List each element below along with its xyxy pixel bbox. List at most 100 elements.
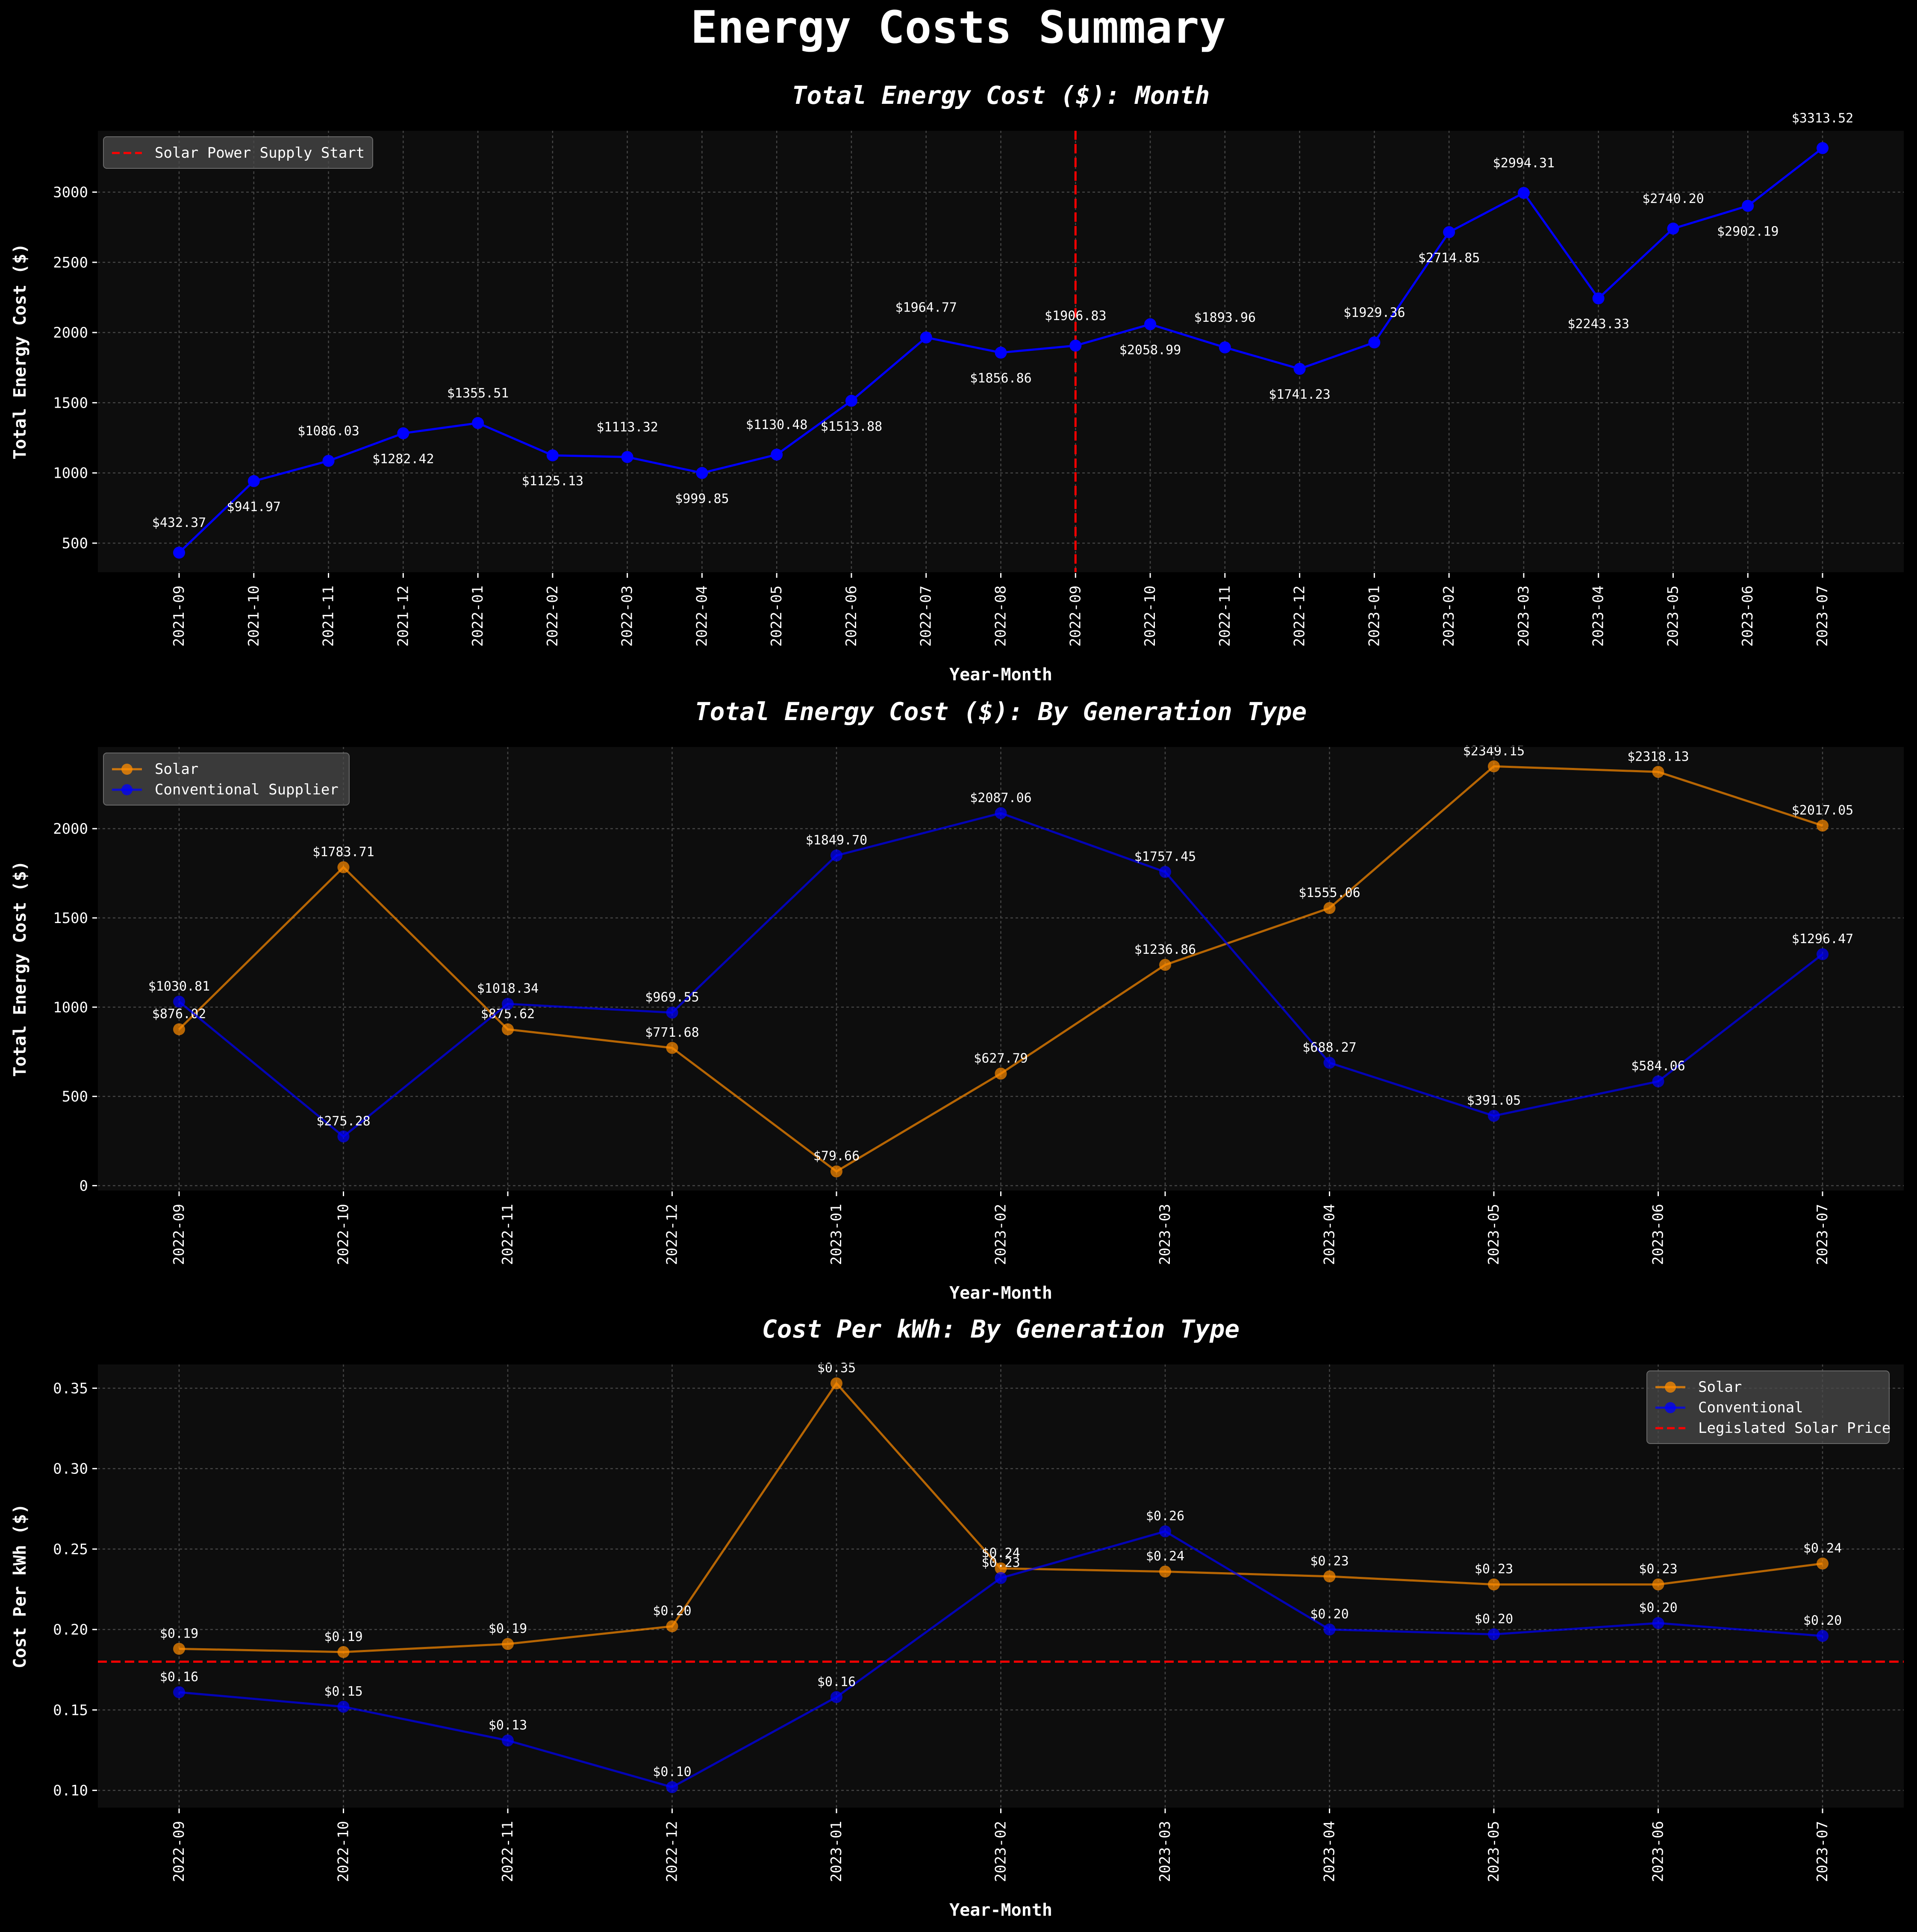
data-point xyxy=(830,1377,842,1390)
data-label: $1125.13 xyxy=(522,474,584,489)
legend-marker xyxy=(121,764,133,775)
legend-entry: Solar xyxy=(1655,1379,1742,1396)
data-label: $0.15 xyxy=(324,1684,362,1699)
data-label: $432.37 xyxy=(152,515,206,530)
plot-border xyxy=(97,130,1905,573)
data-point xyxy=(666,1620,678,1632)
x-tick-label: 2023-01 xyxy=(1366,585,1383,647)
x-tick-label: 2023-02 xyxy=(1440,585,1458,647)
y-tick-label: 0.25 xyxy=(53,1541,88,1558)
y-tick-label: 1000 xyxy=(53,465,88,482)
data-label: $627.79 xyxy=(974,1051,1028,1066)
x-tick-label: 2022-07 xyxy=(918,585,935,647)
data-label: $2740.20 xyxy=(1642,191,1704,206)
legend-marker xyxy=(1665,1402,1676,1413)
data-label: $771.68 xyxy=(645,1025,699,1040)
x-tick-label: 2022-10 xyxy=(1142,585,1159,647)
y-tick-label: 0 xyxy=(80,1177,88,1194)
data-point xyxy=(546,449,559,462)
data-point xyxy=(995,1562,1007,1575)
x-axis-label: Year-Month xyxy=(949,1900,1052,1920)
data-point xyxy=(173,1686,185,1698)
data-point xyxy=(1817,142,1829,154)
data-point xyxy=(1667,222,1679,235)
data-point xyxy=(173,1023,185,1035)
x-tick-label: 2022-02 xyxy=(544,585,561,647)
data-point xyxy=(1293,363,1306,375)
figure-title: Energy Costs Summary xyxy=(691,1,1226,53)
data-label: $1018.34 xyxy=(477,981,539,996)
data-point xyxy=(1219,341,1231,353)
data-label: $0.20 xyxy=(1475,1611,1513,1626)
data-label: $1030.81 xyxy=(148,979,210,994)
x-tick-label: 2022-09 xyxy=(1067,585,1084,647)
data-label: $1906.83 xyxy=(1045,309,1107,323)
x-tick-label: 2022-12 xyxy=(664,1821,681,1882)
data-label: $688.27 xyxy=(1302,1040,1356,1055)
data-label: $2058.99 xyxy=(1119,343,1181,358)
data-label: $0.20 xyxy=(653,1604,691,1619)
x-tick-label: 2022-11 xyxy=(1216,585,1234,647)
y-tick-label: 0.15 xyxy=(53,1702,88,1719)
data-label: $0.24 xyxy=(981,1546,1020,1561)
data-point xyxy=(1159,1565,1171,1578)
x-tick-label: 2023-03 xyxy=(1157,1204,1174,1265)
data-point xyxy=(1488,760,1500,773)
y-axis-label: Total Energy Cost ($) xyxy=(10,861,30,1077)
y-tick-label: 2000 xyxy=(53,324,88,341)
legend: Solar Power Supply Start xyxy=(103,136,373,169)
data-point xyxy=(1144,318,1157,330)
x-tick-label: 2023-05 xyxy=(1485,1204,1502,1265)
data-label: $3313.52 xyxy=(1792,111,1854,126)
data-point xyxy=(1368,336,1381,349)
data-point xyxy=(1488,1628,1500,1641)
data-point xyxy=(337,1646,350,1658)
data-label: $1893.96 xyxy=(1194,310,1256,325)
legend-entry: Legislated Solar Price xyxy=(1655,1420,1890,1437)
data-point xyxy=(173,1643,185,1655)
data-label: $1355.51 xyxy=(447,386,509,401)
data-point xyxy=(666,1781,678,1794)
legend: Solar Conventional Supplier xyxy=(103,753,350,806)
x-tick-label: 2023-04 xyxy=(1321,1204,1338,1265)
data-label: $2994.31 xyxy=(1493,156,1555,171)
data-point xyxy=(337,861,350,873)
data-point xyxy=(337,1700,350,1713)
data-label: $0.20 xyxy=(1803,1613,1842,1628)
chart-panels: Total Energy Cost ($): Month 500 1000 1500 2… xyxy=(10,81,1905,1920)
chart-panel-3: Cost Per kWh: By Generation Type 0.10 0.15… xyxy=(10,1314,1905,1920)
data-point xyxy=(1817,820,1829,832)
data-label: $1856.86 xyxy=(970,371,1032,386)
data-point xyxy=(173,547,185,559)
legend-entry: Solar xyxy=(112,761,198,778)
data-label: $2243.33 xyxy=(1567,317,1629,332)
y-tick-label: 1500 xyxy=(53,394,88,412)
chart-title: Total Energy Cost ($): Month xyxy=(792,81,1210,110)
data-label: $2349.15 xyxy=(1463,744,1525,759)
x-tick-label: 2022-03 xyxy=(619,585,636,647)
data-label: $79.66 xyxy=(813,1149,860,1164)
data-point xyxy=(666,1006,678,1019)
data-label: $1741.23 xyxy=(1269,387,1331,402)
chart-title: Cost Per kWh: By Generation Type xyxy=(762,1314,1240,1344)
x-tick-label: 2023-06 xyxy=(1650,1204,1667,1265)
data-label: $0.24 xyxy=(1803,1541,1842,1556)
data-point xyxy=(1817,1557,1829,1570)
x-tick-label: 2023-07 xyxy=(1814,1821,1831,1882)
data-point xyxy=(920,331,932,344)
data-point xyxy=(995,1067,1007,1080)
data-label: $0.13 xyxy=(489,1718,527,1733)
legend-label: Solar Power Supply Start xyxy=(155,144,365,162)
data-label: $0.16 xyxy=(817,1674,856,1689)
data-label: $1296.47 xyxy=(1792,932,1854,947)
legend-box xyxy=(103,753,350,806)
data-point xyxy=(1323,1623,1336,1636)
data-label: $1964.77 xyxy=(895,300,957,315)
x-tick-label: 2022-12 xyxy=(664,1204,681,1265)
data-point xyxy=(845,394,857,407)
data-label: $0.24 xyxy=(1146,1549,1184,1564)
chart-panel-1: Total Energy Cost ($): Month 500 1000 1500 2… xyxy=(10,81,1905,685)
data-point xyxy=(830,1165,842,1178)
x-tick-label: 2023-07 xyxy=(1814,1204,1831,1265)
x-tick-label: 2023-06 xyxy=(1739,585,1756,647)
